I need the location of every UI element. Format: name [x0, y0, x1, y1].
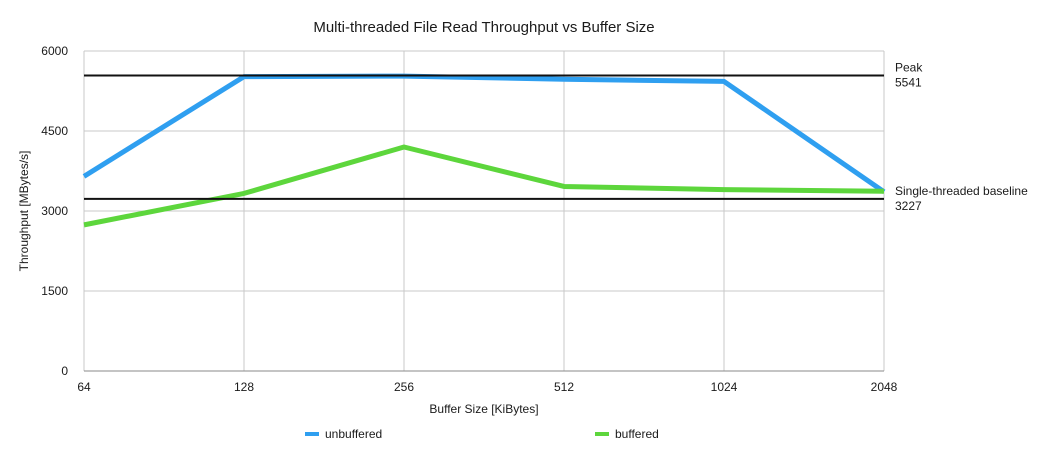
reference-value: 3227 — [895, 199, 922, 213]
y-tick-label: 3000 — [41, 204, 68, 218]
y-tick-label: 6000 — [41, 44, 68, 58]
x-tick-label: 512 — [554, 380, 574, 394]
series-lines — [82, 73, 886, 228]
y-tick-label: 1500 — [41, 284, 68, 298]
reference-label: Peak — [895, 60, 923, 74]
x-tick-label: 128 — [234, 380, 254, 394]
reference-value: 5541 — [895, 75, 922, 89]
y-axis-label: Throughput [MBytes/s] — [17, 151, 31, 272]
x-tick-label: 64 — [77, 380, 91, 394]
x-tick-label: 1024 — [711, 380, 738, 394]
grid — [83, 50, 885, 372]
y-tick-label: 4500 — [41, 124, 68, 138]
chart-title: Multi-threaded File Read Throughput vs B… — [313, 19, 654, 36]
series-line-unbuffered — [82, 73, 886, 194]
series-line-buffered — [83, 144, 885, 228]
legend: unbuffered buffered — [305, 427, 659, 441]
x-tick-label: 256 — [394, 380, 414, 394]
y-tick-label: 0 — [61, 364, 68, 378]
x-axis-label: Buffer Size [KiBytes] — [429, 402, 538, 416]
x-tick-label: 2048 — [871, 380, 898, 394]
reference-label: Single-threaded baseline — [895, 184, 1028, 198]
legend-label-buffered: buffered — [615, 427, 659, 441]
tick-labels: 0 1500 3000 4500 6000 64 128 256 512 1024 2048 — [41, 44, 897, 394]
legend-label-unbuffered: unbuffered — [325, 427, 382, 441]
